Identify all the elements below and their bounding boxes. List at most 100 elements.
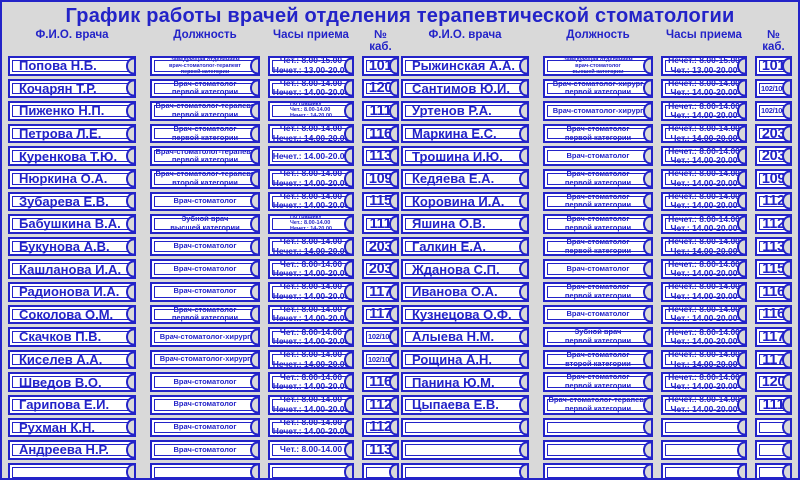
reception-hours-plate: Чет.: 8.00-14.00 Нечет.: 14.00-20.00 bbox=[268, 78, 354, 99]
room-number-plate: 102/103 bbox=[362, 349, 399, 370]
doctor-position-plate: Врач-стоматолог-терапевт первой категори… bbox=[543, 394, 653, 415]
schedule-tables: Ф.И.О. врача Должность Часы приема № каб… bbox=[2, 29, 798, 478]
reception-hours-plate: Чет.: 8.00-14.00 Нечет.: 14.00-20.00 bbox=[268, 168, 354, 189]
doctor-name: Кочарян Т.Р. bbox=[19, 80, 97, 96]
room-number: 116 bbox=[762, 306, 785, 323]
table-row: Соколова О.М. Врач-стоматолог первой кат… bbox=[8, 304, 399, 325]
room-number: 112 bbox=[369, 419, 392, 436]
room-number-plate: 116 bbox=[362, 123, 399, 144]
room-number-plate: 117 bbox=[362, 304, 399, 325]
reception-hours-plate: По графику Чет.: 8.00-14.00 Нечет.: 14-2… bbox=[268, 101, 354, 121]
reception-hours: Нечет.: 8.00-14.00 Чет.: 14.00-20.00 bbox=[668, 168, 740, 188]
table-row bbox=[401, 417, 792, 438]
room-number: 109 bbox=[368, 170, 393, 187]
table-row: Иванова О.А. Врач-стоматолог первой кате… bbox=[401, 281, 792, 302]
room-number: 113 bbox=[762, 238, 785, 255]
reception-hours-plate: Чет.: 8.00-14.00 Нечет.: 14.00-20.00 bbox=[268, 281, 354, 302]
doctor-name-plate: Рощина А.Н. bbox=[401, 349, 529, 370]
room-number-plate: 116 bbox=[755, 281, 792, 302]
rows-left: Попова Н.Б. Заведующая отделением врач-с… bbox=[8, 56, 399, 478]
reception-hours: Нечет.: 8.00-14.00 Чет.: 14.00-20.00 bbox=[668, 394, 740, 414]
doctor-name-plate: Андреева Н.Р. bbox=[8, 440, 136, 460]
doctor-position: Врач-стоматолог bbox=[173, 399, 237, 409]
room-number: 117 bbox=[369, 306, 392, 323]
doctor-name-plate: Кашланова И.А. bbox=[8, 259, 136, 279]
column-header-name: Ф.И.О. врача bbox=[35, 29, 109, 41]
reception-hours: Нечет.: 8.00-14.00 Чет.: 14.00-20.00 bbox=[668, 236, 740, 256]
doctor-name-plate: Цыпаева Е.В. bbox=[401, 394, 529, 415]
reception-hours-plate bbox=[661, 440, 747, 460]
room-number: 120 bbox=[761, 374, 786, 391]
reception-hours: Чет.: 8.00-14.00 Нечет.: 14.00-20.00 bbox=[272, 191, 350, 211]
room-number-plate: 117 bbox=[755, 349, 792, 370]
doctor-position-plate: Врач-стоматолог bbox=[150, 372, 260, 392]
reception-hours-plate: Чет.: 8.00-14.00 Нечет.: 14.00-20.00 bbox=[268, 417, 354, 438]
doctor-name-plate: Шведов В.О. bbox=[8, 372, 136, 392]
doctor-position-plate: Врач-стоматолог bbox=[543, 146, 653, 166]
room-number-plate: 102/103 bbox=[755, 101, 792, 121]
reception-hours-plate: Нечет.: 8.00-14.00 Чет.: 14.00-20.00 bbox=[661, 349, 747, 370]
reception-hours-plate: Чет.: 8.00-14.00 Нечет.: 14.00-20.00 bbox=[268, 349, 354, 370]
doctor-name-plate: Алыева Н.М. bbox=[401, 327, 529, 347]
doctor-position: Врач-стоматолог первой категории bbox=[564, 123, 632, 142]
doctor-position: Врач-стоматолог-хирург первой категории bbox=[552, 78, 644, 97]
room-number-plate: 120 bbox=[362, 78, 399, 99]
doctor-position: Врач-стоматолог-терапевт первой категори… bbox=[155, 101, 255, 119]
table-row: Рощина А.Н. Врач-стоматолог второй катег… bbox=[401, 349, 792, 370]
reception-hours: Чет.: 8.00-14.00 Нечет.: 14.00-20.00 bbox=[272, 236, 350, 256]
table-row: Панина Ю.М. Врач-стоматолог первой катег… bbox=[401, 372, 792, 392]
doctor-name: Кузнецова О.Ф. bbox=[412, 306, 512, 322]
room-number-plate: 203 bbox=[755, 123, 792, 144]
room-number: 117 bbox=[762, 328, 785, 345]
doctor-name-plate: Жданова С.П. bbox=[401, 259, 529, 279]
reception-hours-plate: Чет.: 8.00-14.00 Нечет.: 14.00-20.00 bbox=[268, 327, 354, 347]
room-number: 102/103 bbox=[367, 355, 393, 365]
room-number-plate bbox=[755, 462, 792, 478]
room-number: 116 bbox=[762, 283, 785, 300]
room-number-plate: 113 bbox=[362, 146, 399, 166]
doctor-position: Врач-стоматолог bbox=[173, 286, 237, 296]
table-row: Нюркина О.А. Врач-стоматолог-терапевт вт… bbox=[8, 168, 399, 189]
table-row: Сантимов Ю.И. Врач-стоматолог-хирург пер… bbox=[401, 78, 792, 99]
doctor-position-plate: Врач-стоматолог bbox=[543, 259, 653, 279]
doctor-position: Врач-стоматолог bbox=[173, 444, 237, 454]
doctor-position: Врач-стоматолог-терапевт первой категори… bbox=[548, 395, 648, 413]
room-number: 102/103 bbox=[760, 106, 786, 116]
reception-hours-plate: Нечет.: 8.00-14.00 Чет.: 14.00-20.00 bbox=[661, 281, 747, 302]
table-row: Куренкова Т.Ю. Врач-стоматолог-терапевт … bbox=[8, 146, 399, 166]
doctor-name-plate: Киселев А.А. bbox=[8, 349, 136, 370]
doctor-name-plate: Куренкова Т.Ю. bbox=[8, 146, 136, 166]
doctor-name-plate bbox=[8, 462, 136, 478]
room-number-plate: 101 bbox=[362, 56, 399, 76]
reception-hours-plate: Чет.: 8.00-14.00 bbox=[268, 440, 354, 460]
table-row: Андреева Н.Р. Врач-стоматолог Чет.: 8.00… bbox=[8, 440, 399, 460]
doctor-position: Врач-стоматолог первой категории bbox=[564, 169, 632, 187]
reception-hours: Нечет.: 8.00-14.00 Чет.: 14.00-20.00 bbox=[668, 327, 740, 346]
doctor-name-plate: Рыжинская А.А. bbox=[401, 56, 529, 76]
doctor-name: Маркина Е.С. bbox=[412, 126, 497, 142]
doctor-name-plate bbox=[401, 417, 529, 438]
reception-hours: Нечет.: 8.00-14.00 Чет.: 14.00-20.00 bbox=[668, 101, 740, 120]
doctor-position: Врач-стоматолог первой категории bbox=[564, 282, 632, 300]
doctor-position-plate: Врач-стоматолог первой категории bbox=[543, 168, 653, 189]
reception-hours: Нечет.: 8.00-14.00 Чет.: 14.00-20.00 bbox=[668, 78, 740, 98]
doctor-position-plate: Заведующая отделением врач-стоматолог-те… bbox=[150, 56, 260, 76]
room-number: 120 bbox=[368, 80, 393, 97]
doctor-name-plate: Уртенов Р.А. bbox=[401, 101, 529, 121]
doctor-position-plate: Врач-стоматолог первой категории bbox=[150, 123, 260, 144]
doctor-position: Врач-стоматолог-хирург bbox=[552, 105, 644, 115]
doctor-position-plate bbox=[543, 417, 653, 438]
doctor-name-plate bbox=[401, 440, 529, 460]
room-number-plate: 102/103 bbox=[755, 78, 792, 99]
room-number: 203 bbox=[368, 238, 393, 255]
doctor-position-plate: Врач-стоматолог первой категории bbox=[150, 304, 260, 325]
reception-hours: Нечет.: 8.00-14.00 Чет.: 14.00-20.00 bbox=[668, 123, 740, 143]
doctor-name: Рыжинская А.А. bbox=[412, 58, 515, 74]
reception-hours-plate bbox=[661, 462, 747, 478]
reception-hours: Нечет.: 8.00-14.00 Чет.: 14.00-20.00 bbox=[668, 191, 740, 211]
room-number-plate: 115 bbox=[362, 191, 399, 212]
doctor-position: Врач-стоматолог bbox=[566, 263, 630, 273]
doctor-name: Зубарева Е.В. bbox=[19, 193, 109, 209]
room-number: 101 bbox=[761, 57, 786, 74]
doctor-name-plate: Рухман К.Н. bbox=[8, 417, 136, 438]
